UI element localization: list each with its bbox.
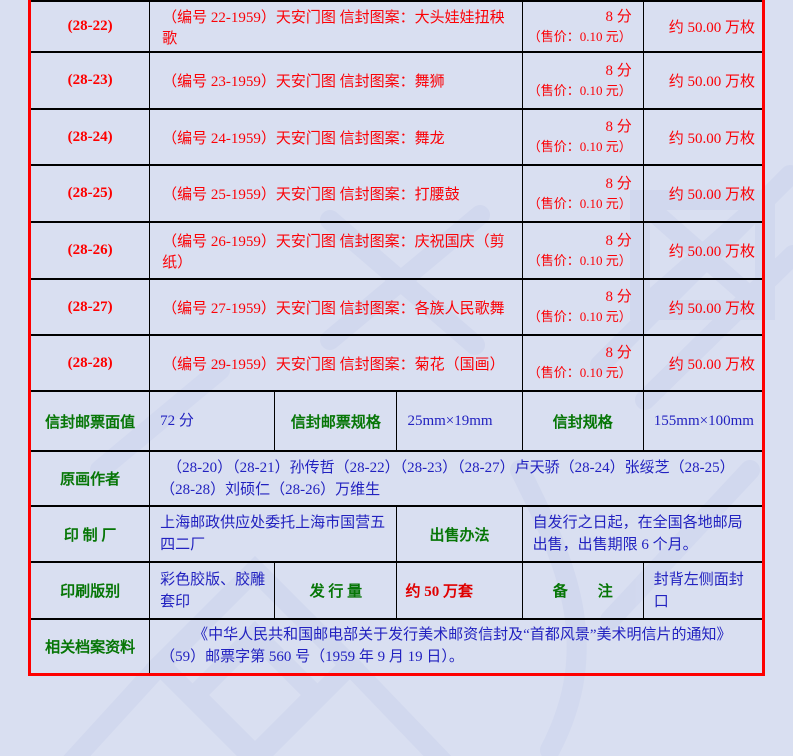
denomination-cell: 8 分 （售价：0.10 元） bbox=[521, 51, 644, 110]
face-value: 72 分 bbox=[149, 390, 276, 452]
stamp-description: （编号 24-1959）天安门图 信封图案：舞龙 bbox=[149, 108, 523, 166]
table-row-stamp-28: (28-28) （编号 29-1959）天安门图 信封图案：菊花（国画） 8 分… bbox=[28, 334, 765, 392]
stamp-description: （编号 25-1959）天安门图 信封图案：打腰鼓 bbox=[149, 164, 523, 223]
stamp-description: （编号 29-1959）天安门图 信封图案：菊花（国画） bbox=[149, 334, 523, 392]
archives-text: 《中华人民共和国邮电部关于发行美术邮资信封及“首都风景”美术明信片的通知》（59… bbox=[149, 618, 764, 675]
denomination-cell: 8 分 （售价：0.10 元） bbox=[521, 334, 644, 392]
table-row-artists: 原画作者 （28-20）（28-21）孙传哲（28-22）（28-23）（28-… bbox=[28, 450, 764, 507]
sale-method-label: 出售办法 bbox=[396, 505, 523, 563]
printing-type-label: 印刷版别 bbox=[28, 561, 151, 620]
table-row-stamp-26: (28-26) （编号 26-1959）天安门图 信封图案：庆祝国庆（剪纸） 8… bbox=[28, 221, 765, 280]
sale-price: （售价：0.10 元） bbox=[527, 252, 632, 268]
denomination: 8 分 bbox=[605, 119, 632, 135]
quantity: 约 50.00 万枚 bbox=[642, 51, 765, 110]
stamp-description: （编号 22-1959）天安门图 信封图案：大头娃娃扭秧歌 bbox=[149, 0, 523, 53]
quantity: 约 50.00 万枚 bbox=[642, 334, 765, 392]
table-row-stamp-27: (28-27) （编号 27-1959）天安门图 信封图案：各族人民歌舞 8 分… bbox=[28, 278, 765, 336]
issue-quantity: 约 50 万套 bbox=[396, 561, 523, 620]
denomination: 8 分 bbox=[605, 8, 632, 25]
table-row-stamp-23: (28-23) （编号 23-1959）天安门图 信封图案：舞狮 8 分 （售价… bbox=[28, 51, 765, 110]
archives-label: 相关档案资料 bbox=[28, 618, 151, 675]
denomination: 8 分 bbox=[605, 232, 632, 249]
denomination-cell: 8 分 （售价：0.10 元） bbox=[521, 221, 644, 280]
sale-method: 自发行之日起，在全国各地邮局出售，出售期限 6 个月。 bbox=[521, 505, 765, 563]
quantity: 约 50.00 万枚 bbox=[642, 164, 765, 223]
denomination: 8 分 bbox=[605, 175, 632, 192]
catalog-number: (28-23) bbox=[28, 51, 151, 110]
denomination-cell: 8 分 （售价：0.10 元） bbox=[521, 108, 644, 166]
table-row-stamp-25: (28-25) （编号 25-1959）天安门图 信封图案：打腰鼓 8 分 （售… bbox=[28, 164, 765, 223]
issue-quantity-label: 发 行 量 bbox=[274, 561, 398, 620]
table-row-stamp-24: (28-24) （编号 24-1959）天安门图 信封图案：舞龙 8 分 （售价… bbox=[28, 108, 765, 166]
quantity: 约 50.00 万枚 bbox=[642, 108, 765, 166]
table-row-archives: 相关档案资料 《中华人民共和国邮电部关于发行美术邮资信封及“首都风景”美术明信片… bbox=[28, 618, 764, 675]
catalog-number: (28-22) bbox=[28, 0, 151, 53]
face-value-label: 信封邮票面值 bbox=[28, 390, 151, 452]
remark: 封背左侧面封口 bbox=[642, 561, 765, 620]
quantity: 约 50.00 万枚 bbox=[642, 278, 765, 336]
stamp-size-label: 信封邮票规格 bbox=[274, 390, 398, 452]
sale-price: （售价：0.10 元） bbox=[527, 195, 632, 211]
catalog-number: (28-24) bbox=[28, 108, 151, 166]
catalog-number: (28-28) bbox=[28, 334, 151, 392]
denomination: 8 分 bbox=[605, 62, 632, 79]
table-row-printing: 印刷版别 彩色胶版、胶雕套印 发 行 量 约 50 万套 备 注 封背左侧面封口 bbox=[28, 561, 765, 620]
table-row-printer: 印 制 厂 上海邮政供应处委托上海市国营五四二厂 出售办法 自发行之日起，在全国… bbox=[28, 505, 765, 563]
artist-names: （28-20）（28-21）孙传哲（28-22）（28-23）（28-27）卢天… bbox=[149, 450, 764, 507]
table-row-specs: 信封邮票面值 72 分 信封邮票规格 25mm×19mm 信封规格 155mm×… bbox=[28, 390, 765, 452]
denomination: 8 分 bbox=[605, 289, 632, 305]
stamp-description: （编号 23-1959）天安门图 信封图案：舞狮 bbox=[149, 51, 523, 110]
denomination-cell: 8 分 （售价：0.10 元） bbox=[521, 278, 644, 336]
envelope-size-label: 信封规格 bbox=[521, 390, 644, 452]
sale-price: （售价：0.10 元） bbox=[527, 28, 632, 44]
sale-price: （售价：0.10 元） bbox=[527, 139, 632, 154]
stamp-size: 25mm×19mm bbox=[396, 390, 523, 452]
denomination-cell: 8 分 （售价：0.10 元） bbox=[521, 0, 644, 53]
sale-price: （售价：0.10 元） bbox=[527, 82, 632, 98]
catalog-number: (28-27) bbox=[28, 278, 151, 336]
printer-label: 印 制 厂 bbox=[28, 505, 151, 563]
printer-name: 上海邮政供应处委托上海市国营五四二厂 bbox=[149, 505, 398, 563]
quantity: 约 50.00 万枚 bbox=[642, 0, 765, 53]
stamp-info-table: (28-22) （编号 22-1959）天安门图 信封图案：大头娃娃扭秧歌 8 … bbox=[28, 0, 765, 676]
sale-price: （售价：0.10 元） bbox=[527, 309, 632, 324]
quantity: 约 50.00 万枚 bbox=[642, 221, 765, 280]
remark-label: 备 注 bbox=[521, 561, 644, 620]
artist-label: 原画作者 bbox=[28, 450, 151, 507]
stamp-description: （编号 26-1959）天安门图 信封图案：庆祝国庆（剪纸） bbox=[149, 221, 523, 280]
printing-method: 彩色胶版、胶雕套印 bbox=[149, 561, 276, 620]
envelope-size: 155mm×100mm bbox=[642, 390, 765, 452]
sale-price: （售价：0.10 元） bbox=[527, 365, 632, 380]
denomination: 8 分 bbox=[605, 345, 632, 361]
catalog-number: (28-25) bbox=[28, 164, 151, 223]
table-row-stamp-22: (28-22) （编号 22-1959）天安门图 信封图案：大头娃娃扭秧歌 8 … bbox=[28, 0, 765, 53]
catalog-number: (28-26) bbox=[28, 221, 151, 280]
stamp-description: （编号 27-1959）天安门图 信封图案：各族人民歌舞 bbox=[149, 278, 523, 336]
denomination-cell: 8 分 （售价：0.10 元） bbox=[521, 164, 644, 223]
